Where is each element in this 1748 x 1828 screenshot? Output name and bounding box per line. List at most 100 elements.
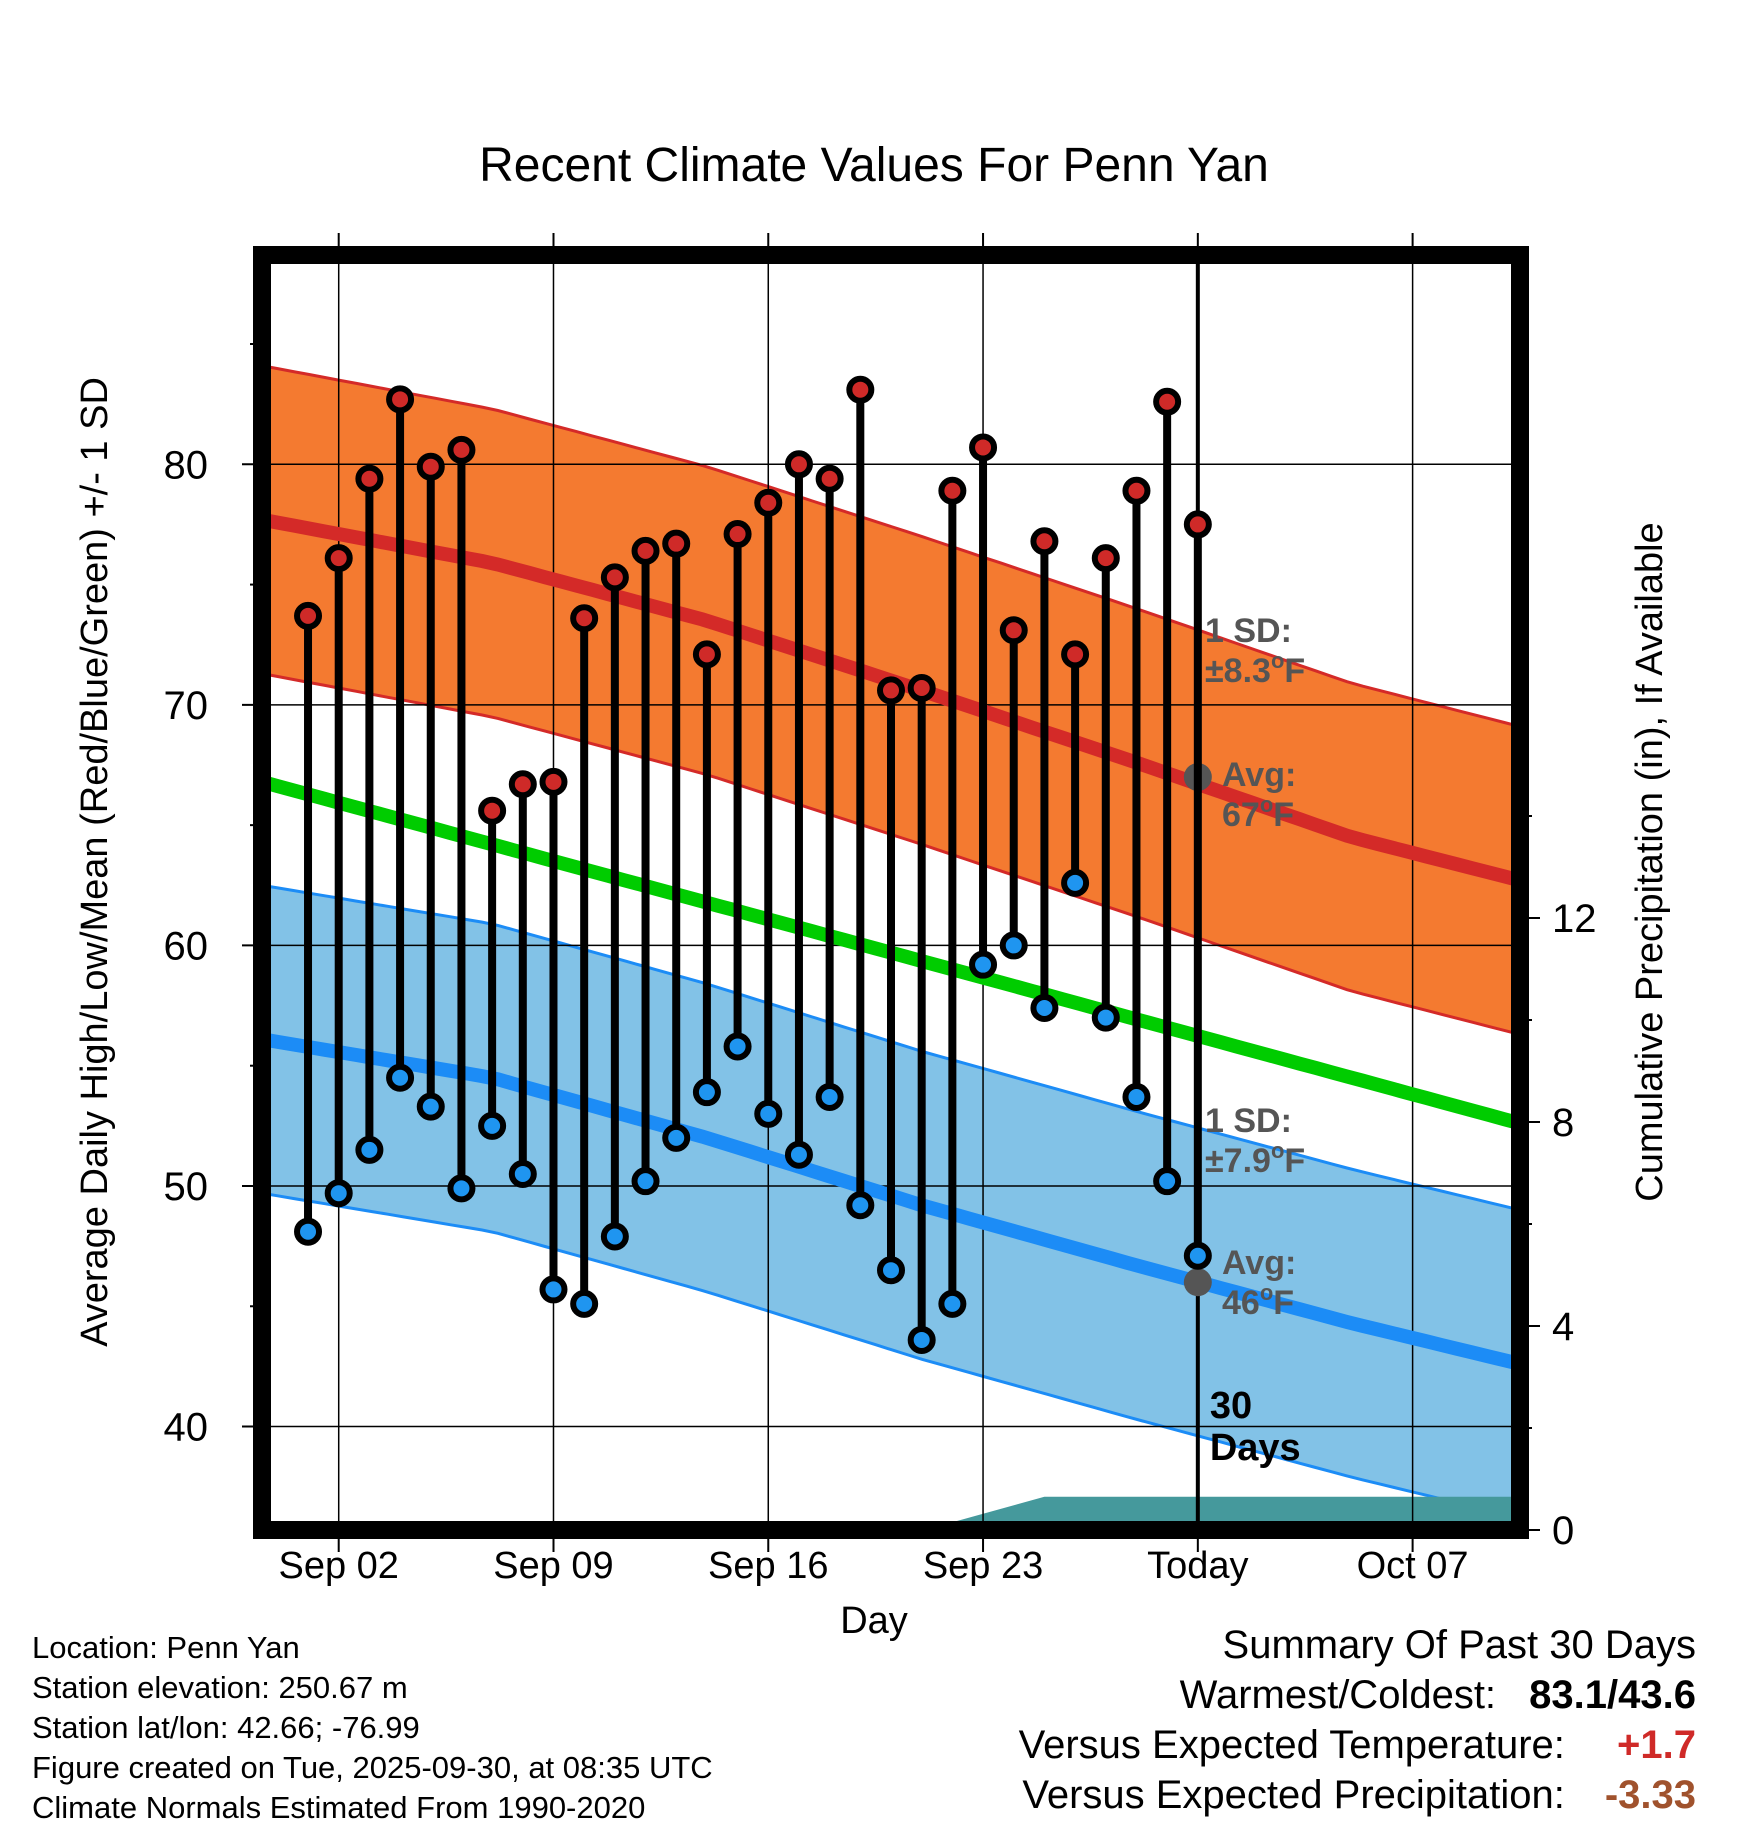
summary-title: Summary Of Past 30 Days: [1222, 1623, 1696, 1667]
x-tick-label: Oct 07: [1357, 1545, 1469, 1587]
low-sd-annotation-unit: F: [1284, 1142, 1305, 1180]
precip-label: Versus Expected Precipitation:: [1022, 1773, 1565, 1817]
daily-low-point: [324, 1179, 353, 1208]
daily-low-point: [1153, 1167, 1182, 1196]
low-sd-annotation-line1: 1 SD:: [1205, 1102, 1292, 1140]
daily-low-point: [478, 1111, 507, 1140]
daily-high-point: [478, 796, 507, 825]
daily-high-point: [1061, 640, 1090, 669]
y-tick-label: 80: [164, 443, 209, 487]
temp-value: +1.7: [1617, 1723, 1696, 1767]
daily-low-point: [1122, 1082, 1151, 1111]
daily-low-point: [570, 1289, 599, 1318]
daily-low-point: [508, 1159, 537, 1188]
summary-temp: Versus Expected Temperature: +1.7: [1019, 1720, 1696, 1770]
y2-tick-label: 12: [1552, 897, 1597, 941]
daily-high-point: [386, 385, 415, 414]
daily-high-point: [1183, 510, 1212, 539]
x-tick-label: Sep 09: [493, 1545, 613, 1587]
daily-high-point: [416, 452, 445, 481]
daily-low-point: [447, 1174, 476, 1203]
low-avg-annotation-value: 46: [1222, 1284, 1260, 1322]
station-info: Location: Penn Yan Station elevation: 25…: [32, 1628, 713, 1828]
x-axis-label: Day: [840, 1600, 908, 1642]
daily-high-point: [784, 450, 813, 479]
y-tick-label: 60: [164, 924, 209, 968]
daily-high-point: [324, 544, 353, 573]
daily-high-point: [815, 464, 844, 493]
high-avg-annotation-value: 67: [1222, 796, 1260, 834]
daily-high-point: [692, 640, 721, 669]
warm-cold-label: Warmest/Coldest:: [1179, 1673, 1497, 1717]
daily-high-point: [355, 464, 384, 493]
daily-low-point: [999, 931, 1028, 960]
daily-high-point: [938, 476, 967, 505]
low-avg-annotation-degree: o: [1260, 1280, 1273, 1305]
warm-cold-value: 83.1/43.6: [1529, 1673, 1696, 1717]
daily-high-point: [662, 529, 691, 558]
y2-tick-label: 4: [1552, 1305, 1574, 1349]
daily-low-point: [355, 1135, 384, 1164]
daily-high-point: [447, 435, 476, 464]
daily-high-point: [570, 604, 599, 633]
y-tick-label: 40: [164, 1406, 209, 1450]
high-sd-annotation-degree: o: [1271, 648, 1284, 673]
daily-low-point: [969, 950, 998, 979]
observations: [294, 375, 1212, 1354]
daily-low-point: [1091, 1003, 1120, 1032]
x-tick-label: Sep 02: [278, 1545, 398, 1587]
y2-axis-label: Cumulative Precipitation (in), If Availa…: [1629, 522, 1671, 1201]
daily-high-point: [846, 375, 875, 404]
high-sd-annotation-line1: 1 SD:: [1205, 612, 1292, 650]
daily-high-point: [969, 433, 998, 462]
low-avg-annotation-line1: Avg:: [1222, 1244, 1296, 1282]
daily-low-point: [815, 1082, 844, 1111]
daily-low-point: [723, 1032, 752, 1061]
daily-high-point: [1153, 387, 1182, 416]
daily-low-point: [662, 1123, 691, 1152]
summary-precip: Versus Expected Precipitation: -3.33: [1019, 1770, 1696, 1820]
summary-warm-cold: Warmest/Coldest: 83.1/43.6: [1019, 1670, 1696, 1720]
y-tick-label: 50: [164, 1165, 209, 1209]
today-days-label: 30 Days: [1210, 1385, 1301, 1469]
daily-high-point: [600, 563, 629, 592]
daily-high-point: [999, 616, 1028, 645]
today-days-word: Days: [1210, 1427, 1301, 1469]
low-sd-annotation: 1 SD: ±7.9oF: [1205, 1102, 1305, 1180]
daily-low-point: [877, 1256, 905, 1285]
daily-high-point: [907, 674, 936, 703]
daily-low-point: [1183, 1241, 1212, 1270]
daily-low-point: [416, 1092, 445, 1121]
low-avg-annotation-unit: F: [1273, 1284, 1294, 1322]
chart-title: Recent Climate Values For Penn Yan: [479, 139, 1269, 192]
daily-low-point: [539, 1275, 568, 1304]
summary-panel: Summary Of Past 30 Days Warmest/Coldest:…: [1019, 1620, 1696, 1820]
daily-high-point: [294, 601, 323, 630]
x-tick-label: Today: [1147, 1545, 1248, 1587]
daily-high-point: [539, 767, 568, 796]
latlon-text: Station lat/lon: 42.66; -76.99: [32, 1710, 420, 1745]
daily-low-point: [631, 1167, 660, 1196]
plot-border: [253, 246, 1529, 1539]
daily-low-point: [600, 1222, 629, 1251]
high-sd-annotation-unit: F: [1284, 652, 1305, 690]
high-avg-annotation-line1: Avg:: [1222, 756, 1296, 794]
daily-high-point: [1091, 544, 1120, 573]
daily-low-point: [386, 1063, 415, 1092]
low-sd-annotation-degree: o: [1271, 1138, 1284, 1163]
daily-high-point: [508, 770, 537, 799]
y-axis-label: Average Daily High/Low/Mean (Red/Blue/Gr…: [74, 377, 116, 1347]
y-tick-label: 70: [164, 684, 209, 728]
location-text: Location: Penn Yan: [32, 1630, 300, 1665]
daily-high-point: [723, 520, 752, 549]
daily-high-point: [631, 536, 660, 565]
created-text: Figure created on Tue, 2025-09-30, at 08…: [32, 1750, 713, 1785]
daily-low-point: [692, 1078, 721, 1107]
normals-text: Climate Normals Estimated From 1990-2020: [32, 1790, 646, 1825]
y2-tick-label: 8: [1552, 1101, 1574, 1145]
daily-low-point: [294, 1217, 323, 1246]
daily-low-point: [754, 1099, 783, 1128]
low-sd-lower-edge: [262, 1191, 1520, 1520]
